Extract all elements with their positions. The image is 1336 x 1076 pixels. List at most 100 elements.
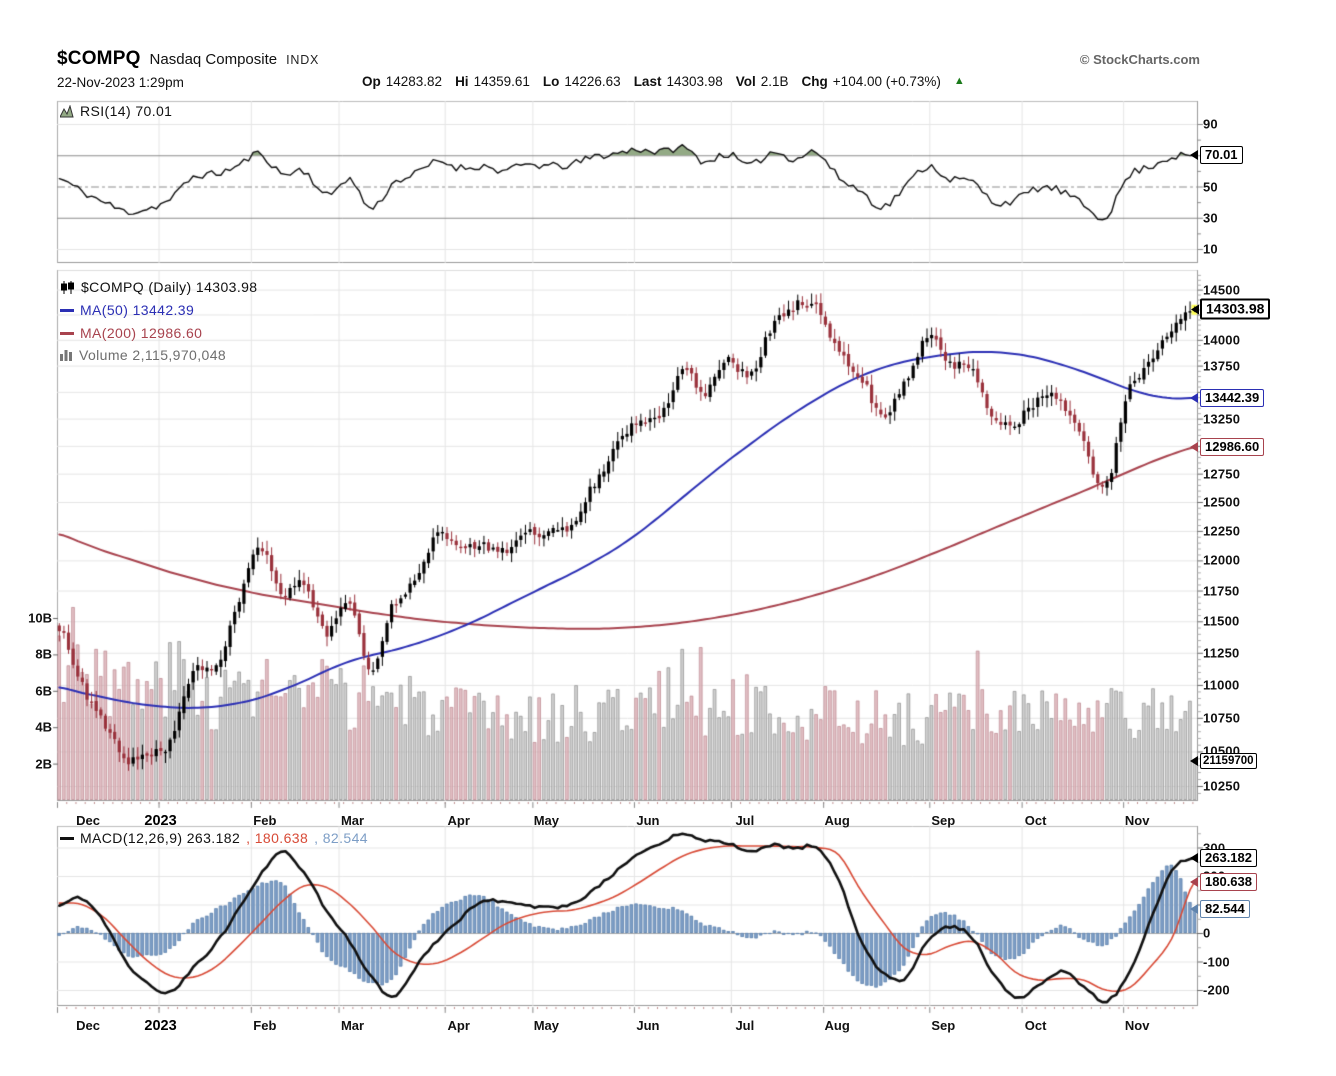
price-axis-label: 10250 [1203, 778, 1241, 794]
quote-field-lo: Lo 14226.63 [543, 74, 621, 89]
macd-value-callout: 263.182 [1190, 848, 1257, 867]
rsi-value-callout: 70.01 [1190, 146, 1243, 165]
price-axis-label: 13250 [1203, 411, 1241, 427]
quote-field-hi: Hi 14359.61 [455, 74, 530, 89]
x-axis-label: Nov [1124, 813, 1150, 828]
x-axis-label: Jul [735, 813, 755, 828]
macd-legend: MACD(12,26,9) 263.182 , 180.638 , 82.544 [60, 830, 368, 846]
x-axis-label: Mar [340, 1018, 365, 1033]
x-axis-label: Dec [76, 813, 100, 828]
x-axis-label: Oct [1024, 1018, 1047, 1033]
x-axis-label: Sep [931, 1018, 956, 1033]
chart-datetime: 22-Nov-2023 1:29pm [57, 75, 184, 90]
quote-field-vol: Vol 2.1B [736, 74, 789, 89]
ma200-legend-label: MA(200) 12986.60 [80, 325, 203, 341]
price-axis-label: 13750 [1203, 358, 1241, 374]
change-up-arrow-icon: ▲ [953, 75, 965, 87]
quote-field-value: +104.00 (+0.73%) [832, 74, 941, 89]
volume-value-callout: 21159700 [1190, 753, 1257, 770]
x-axis-label: 2023 [144, 813, 177, 829]
quote-field-value: 2.1B [760, 74, 789, 89]
x-axis-label: Jun [636, 813, 660, 828]
price-legend-label: $COMPQ (Daily) 14303.98 [81, 279, 258, 295]
volume-axis-label: 10B [28, 610, 52, 626]
rsi-axis-label: 90 [1203, 116, 1218, 132]
price-axis-label: 11250 [1203, 645, 1240, 661]
macd-axis-label: -200 [1203, 982, 1230, 998]
x-axis-label: May [533, 1018, 560, 1033]
x-axis-label: Nov [1124, 1018, 1150, 1033]
x-axis-label: Aug [824, 1018, 850, 1033]
quote-field-value: 14359.61 [473, 74, 530, 89]
price-axis-label: 12000 [1203, 552, 1241, 568]
rsi-mountain-icon [60, 104, 74, 117]
price-axis-label: 14000 [1203, 332, 1241, 348]
quote-field-value: 14226.63 [564, 74, 621, 89]
volume-axis-label: 4B [35, 719, 52, 735]
volume-legend: Volume 2,115,970,048 [60, 347, 226, 363]
quote-field-last: Last 14303.98 [634, 74, 723, 89]
macd-value-callout: 82.544 [1190, 900, 1250, 919]
quote-field-label: Op [362, 74, 381, 89]
x-axis-label: Apr [447, 813, 470, 828]
ma50-legend: MA(50) 13442.39 [60, 302, 194, 318]
volume-axis-label: 6B [35, 683, 52, 699]
x-axis-label: Feb [253, 813, 277, 828]
x-axis-label: 2023 [144, 1018, 177, 1034]
price-axis-label: 11750 [1203, 583, 1240, 599]
candlestick-icon [61, 280, 74, 294]
x-axis-label: Apr [447, 1018, 470, 1033]
macd-line-icon [60, 836, 74, 840]
price-axis-label: 14500 [1203, 282, 1241, 298]
x-axis-label: Aug [824, 813, 850, 828]
macd-axis-label: -100 [1203, 954, 1230, 969]
price-axis-label: 11500 [1203, 613, 1240, 629]
quote-field-label: Vol [735, 74, 756, 89]
quote-field-value: 14283.82 [385, 74, 443, 89]
price-legend: $COMPQ (Daily) 14303.98 [60, 279, 258, 295]
volume-axis-label: 2B [35, 756, 52, 772]
ma50-legend-label: MA(50) 13442.39 [80, 302, 195, 318]
rsi-legend: RSI(14) 70.01 [60, 103, 172, 119]
price-axis-label: 12500 [1203, 494, 1241, 510]
quote-field-label: Hi [455, 74, 469, 89]
volume-bars-icon [60, 350, 72, 361]
x-axis-label: May [533, 813, 560, 828]
quote-field-label: Chg [801, 74, 828, 89]
price-axis-label: 11000 [1203, 677, 1240, 693]
macd-axis-label: 0 [1203, 925, 1211, 941]
x-axis-label: Feb [253, 1018, 277, 1033]
price-value-callout: 13442.39 [1189, 388, 1265, 407]
macd-value-callout: 180.638 [1190, 872, 1257, 891]
price-value-callout: 14303.98 [1190, 298, 1271, 320]
ma50-line-icon [60, 308, 74, 312]
rsi-axis-label: 50 [1203, 179, 1218, 194]
symbol-exchange: INDX [286, 53, 320, 67]
rsi-axis-label: 10 [1203, 241, 1218, 257]
rsi-axis-label: 30 [1203, 210, 1218, 226]
symbol-name: Nasdaq Composite [149, 51, 278, 68]
x-axis-label: Mar [340, 813, 365, 828]
volume-axis-label: 8B [35, 646, 52, 662]
quote-field-chg: Chg +104.00 (+0.73%) [802, 74, 941, 89]
ma200-legend: MA(200) 12986.60 [60, 325, 202, 341]
quote-summary-row: Op 14283.82 Hi 14359.61 Lo 14226.63 Last 14303.… [362, 74, 965, 89]
price-axis-label: 12750 [1203, 466, 1241, 482]
symbol-ticker: $COMPQ [57, 48, 141, 69]
price-value-callout: 12986.60 [1189, 438, 1265, 457]
quote-field-value: 14303.98 [666, 74, 723, 89]
rsi-legend-label: RSI(14) 70.01 [80, 103, 173, 119]
macd-legend-signal: , 180.638 [246, 830, 309, 846]
macd-legend-hist: , 82.544 [314, 830, 368, 846]
x-axis-label: Dec [76, 1018, 100, 1033]
chart-header: $COMPQ Nasdaq Composite INDX [57, 48, 319, 70]
price-axis-label: 10750 [1203, 710, 1241, 726]
ma200-line-icon [60, 331, 74, 335]
quote-field-label: Lo [542, 74, 560, 89]
stockcharts-watermark: © StockCharts.com [1079, 52, 1200, 67]
x-axis-label: Jun [636, 1018, 660, 1033]
volume-legend-label: Volume 2,115,970,048 [79, 347, 227, 363]
x-axis-label: Oct [1024, 813, 1047, 828]
